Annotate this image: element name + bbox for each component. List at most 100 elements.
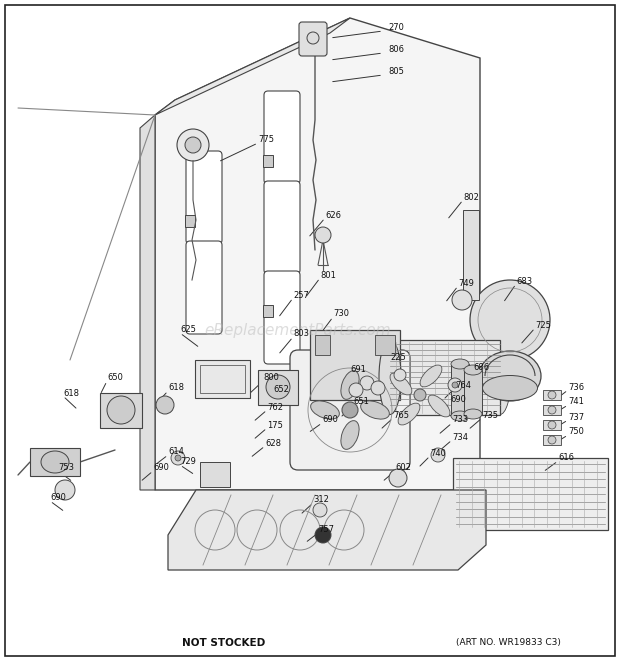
Bar xyxy=(100,393,142,428)
Circle shape xyxy=(389,469,407,487)
Bar xyxy=(464,370,482,415)
Text: 652: 652 xyxy=(273,385,289,395)
Bar xyxy=(463,210,479,300)
Text: 618: 618 xyxy=(168,383,184,393)
Bar xyxy=(200,462,230,487)
Circle shape xyxy=(349,383,363,397)
Text: 741: 741 xyxy=(568,397,584,407)
Text: 650: 650 xyxy=(107,373,123,383)
Text: NOT STOCKED: NOT STOCKED xyxy=(182,638,265,648)
Circle shape xyxy=(431,448,445,462)
FancyBboxPatch shape xyxy=(264,181,300,274)
Bar xyxy=(310,330,400,400)
Text: 725: 725 xyxy=(535,321,551,329)
Bar xyxy=(185,215,195,227)
FancyBboxPatch shape xyxy=(186,241,222,334)
Ellipse shape xyxy=(311,401,339,419)
Text: 628: 628 xyxy=(265,438,281,447)
Text: 735: 735 xyxy=(482,410,498,420)
Text: 614: 614 xyxy=(168,447,184,457)
Circle shape xyxy=(156,396,174,414)
Bar xyxy=(263,155,273,167)
Circle shape xyxy=(171,451,185,465)
Bar xyxy=(200,365,245,393)
Text: 690: 690 xyxy=(322,416,338,424)
Text: 616: 616 xyxy=(558,453,574,463)
Text: 800: 800 xyxy=(263,373,279,383)
Text: 757: 757 xyxy=(318,525,334,535)
Ellipse shape xyxy=(451,359,469,369)
Ellipse shape xyxy=(398,403,420,425)
Polygon shape xyxy=(155,18,350,115)
Ellipse shape xyxy=(390,373,412,395)
Circle shape xyxy=(548,406,556,414)
Text: 740: 740 xyxy=(430,449,446,457)
Ellipse shape xyxy=(489,340,511,414)
Bar xyxy=(195,360,250,398)
Circle shape xyxy=(55,480,75,500)
Circle shape xyxy=(548,391,556,399)
Text: eReplacementParts.com: eReplacementParts.com xyxy=(204,323,391,338)
Circle shape xyxy=(414,389,426,401)
Text: 690: 690 xyxy=(153,463,169,473)
FancyBboxPatch shape xyxy=(186,151,222,244)
Bar xyxy=(258,370,298,405)
Text: 651: 651 xyxy=(353,397,369,407)
Polygon shape xyxy=(168,490,486,570)
Text: 691: 691 xyxy=(350,366,366,375)
Ellipse shape xyxy=(464,365,482,375)
Bar xyxy=(453,458,608,530)
FancyBboxPatch shape xyxy=(299,22,327,56)
Circle shape xyxy=(177,129,209,161)
Text: 775: 775 xyxy=(258,136,274,145)
Circle shape xyxy=(315,227,331,243)
Text: 618: 618 xyxy=(63,389,79,397)
Text: 690: 690 xyxy=(50,494,66,502)
Text: 175: 175 xyxy=(267,420,283,430)
Text: 764: 764 xyxy=(455,381,471,389)
Text: 270: 270 xyxy=(388,24,404,32)
Ellipse shape xyxy=(451,411,469,421)
Text: 734: 734 xyxy=(452,432,468,442)
Circle shape xyxy=(452,290,472,310)
Circle shape xyxy=(548,421,556,429)
Circle shape xyxy=(175,455,181,461)
Bar xyxy=(543,435,561,445)
Bar xyxy=(263,305,273,317)
Text: 805: 805 xyxy=(388,67,404,77)
Text: 750: 750 xyxy=(568,428,584,436)
Circle shape xyxy=(266,375,290,399)
Text: 626: 626 xyxy=(325,210,341,219)
Ellipse shape xyxy=(341,420,359,449)
Bar xyxy=(375,335,395,355)
Circle shape xyxy=(342,402,358,418)
Circle shape xyxy=(448,378,462,392)
Bar xyxy=(315,335,330,355)
Text: 257: 257 xyxy=(293,290,309,299)
Ellipse shape xyxy=(379,340,401,414)
Bar xyxy=(451,364,469,416)
Ellipse shape xyxy=(341,371,359,399)
Circle shape xyxy=(394,369,406,381)
Circle shape xyxy=(313,503,327,517)
Text: 749: 749 xyxy=(458,278,474,288)
Ellipse shape xyxy=(428,395,450,417)
Bar xyxy=(543,420,561,430)
Text: 806: 806 xyxy=(388,46,404,54)
Ellipse shape xyxy=(482,375,538,401)
Text: 683: 683 xyxy=(516,276,532,286)
Text: 802: 802 xyxy=(463,192,479,202)
Ellipse shape xyxy=(464,409,482,419)
Circle shape xyxy=(185,137,201,153)
Text: 736: 736 xyxy=(568,383,584,391)
Text: 312: 312 xyxy=(313,496,329,504)
Circle shape xyxy=(307,32,319,44)
Polygon shape xyxy=(140,115,155,490)
Text: 625: 625 xyxy=(180,325,196,334)
Text: 801: 801 xyxy=(320,270,336,280)
Text: 729: 729 xyxy=(180,457,196,467)
Text: (ART NO. WR19833 C3): (ART NO. WR19833 C3) xyxy=(456,639,561,648)
Polygon shape xyxy=(155,18,480,490)
Bar xyxy=(390,340,500,415)
Text: 730: 730 xyxy=(333,309,349,319)
